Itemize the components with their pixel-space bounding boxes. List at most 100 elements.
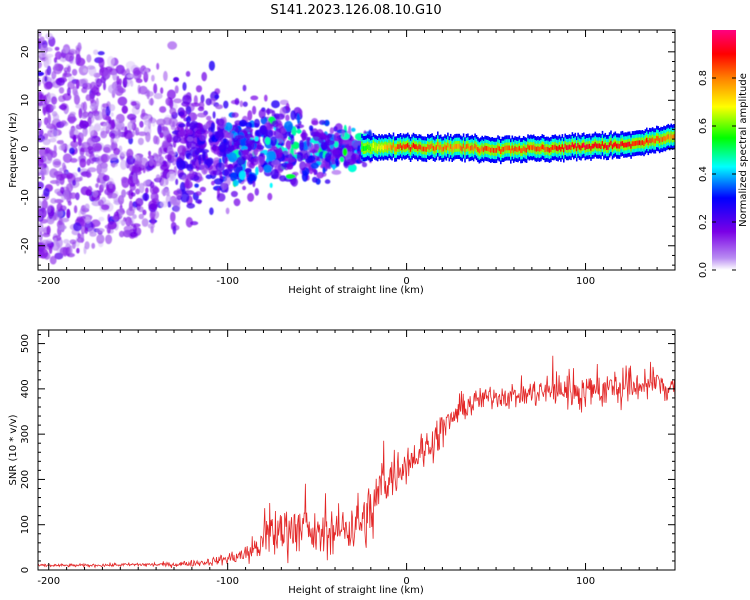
spectrogram-cell [126, 208, 135, 217]
spectrogram-cell [126, 113, 137, 121]
spectrogram-cell [361, 162, 368, 168]
ridge-cell [442, 146, 445, 152]
ridge-cell [422, 146, 425, 152]
ridge-cell [467, 143, 469, 149]
ridge-cell [397, 144, 399, 149]
spectrogram-cell [77, 79, 87, 87]
spectrogram-cell [114, 118, 119, 125]
ridge-cell [438, 145, 441, 151]
ridge-cell [497, 145, 499, 151]
spectrogram-cell [194, 183, 199, 188]
spectrogram-cell [75, 53, 82, 65]
spectrogram-cell [269, 182, 273, 188]
spectrogram-cell [254, 188, 259, 196]
ridge-cell [378, 144, 380, 149]
spectrogram-cell [271, 100, 280, 109]
spectrogram-cell [189, 169, 195, 179]
ridge-cell [565, 145, 568, 150]
ridge-cell [535, 146, 538, 152]
ridge-cell [501, 146, 504, 152]
snr-ticks: -200 -100 0 100 0 100 200 300 400 500 [20, 330, 676, 587]
spectrogram-cell [310, 162, 319, 169]
ridge-cell [512, 147, 515, 153]
spectrogram-cell [137, 206, 144, 213]
ridge-cell [454, 144, 456, 149]
spectrogram-cell [38, 222, 44, 234]
ridge-cell [485, 146, 488, 151]
spectrogram-cell [157, 123, 162, 135]
spectrogram-cell [121, 189, 126, 198]
spectrogram-cell [71, 68, 78, 76]
spectrogram-cell [182, 94, 192, 105]
ridge-cell [369, 146, 372, 152]
figure-title: S141.2023.126.08.10.G10 [270, 3, 441, 18]
spectrogram-cell [216, 118, 225, 126]
ridge-cell [458, 143, 461, 149]
spectrogram-cell [223, 100, 229, 109]
ridge-cell [544, 147, 546, 152]
spectrogram-cell [82, 101, 87, 112]
spectrogram-cell [206, 115, 212, 121]
ridge-cell [482, 147, 485, 153]
spectrogram-cell [85, 94, 92, 101]
ridge-cell [643, 141, 645, 146]
spectrogram-cell [211, 145, 220, 151]
ridge-cell [490, 147, 492, 153]
ridge-cell [618, 143, 621, 149]
spectrogram-cell [265, 136, 271, 145]
ridge-cell [518, 145, 521, 151]
spectrogram-cell [117, 195, 125, 205]
ridge-cell [543, 145, 545, 150]
spectrogram-cell [212, 111, 216, 119]
spectrogram-cell [283, 120, 294, 132]
ridge-cell [591, 143, 594, 149]
spectrogram-cell [49, 255, 57, 265]
spectrogram-cell [108, 192, 118, 199]
spectrogram-cell [247, 110, 253, 121]
ridge-cell [452, 145, 455, 151]
spectrogram-cell [98, 216, 105, 222]
y-tick-label: 500 [20, 334, 31, 353]
ridge-cell [510, 148, 512, 154]
spectrogram-cell [100, 204, 110, 211]
spectrogram-cell [171, 155, 177, 166]
spectrogram-cell [254, 136, 259, 142]
spectrogram-cell [312, 176, 318, 183]
spectrogram-cell [155, 136, 160, 145]
spectrogram-cell [226, 164, 234, 170]
ridge-cell [658, 138, 661, 143]
ridge-cell [500, 149, 502, 154]
spectrogram-cell [66, 208, 71, 219]
spectrogram-cell [230, 172, 238, 182]
spectrogram-cell [253, 118, 260, 128]
spectrogram-cell [137, 137, 144, 146]
ridge-cell [441, 146, 443, 152]
spectrogram-cell [67, 116, 77, 123]
spectrogram-cell [331, 169, 342, 175]
spectrogram-cell [51, 129, 59, 139]
spectrogram-cell [265, 129, 274, 138]
spectrogram-cell [144, 119, 151, 126]
ridge-cell [398, 144, 400, 150]
colorbar-tick-label: 0.2 [698, 214, 709, 230]
ridge-cell [429, 144, 432, 149]
ridge-cell [653, 138, 655, 144]
spectrogram-cell [69, 147, 75, 155]
ridge-cell [670, 133, 672, 139]
ridge-cell [611, 144, 614, 150]
ridge-cell [663, 135, 665, 141]
spectrogram-cells [38, 30, 376, 265]
spectrogram-cell [175, 178, 179, 185]
spectrogram-cell [159, 201, 169, 208]
spectrogram-cell [215, 104, 224, 110]
spectrogram-cell [159, 132, 164, 139]
spectrogram-cell [100, 130, 108, 139]
spectrogram-cell [271, 159, 280, 167]
spectrogram-cell [78, 107, 83, 119]
spectrogram-cell [100, 154, 108, 163]
spectrogram-cell [234, 98, 240, 106]
ridge-cell [365, 145, 368, 151]
ridge-cell [376, 146, 379, 152]
ridge-cell [648, 138, 651, 143]
